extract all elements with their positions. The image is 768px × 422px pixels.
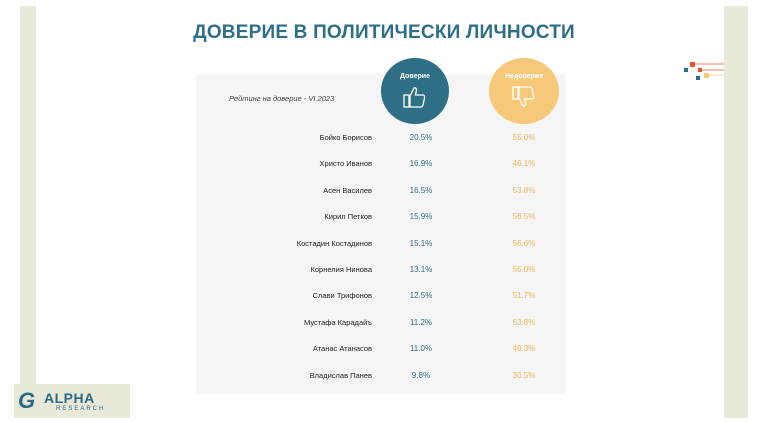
distrust-value: 56.5%: [512, 212, 536, 221]
distrust-value: 46.1%: [512, 159, 536, 168]
row-name: Атанас Атанасов: [312, 344, 372, 353]
alpha-research-logo: G ALPHA RESEARCH: [14, 384, 130, 418]
row-name: Костадин Костадинов: [296, 239, 372, 248]
logo-mark: G: [18, 388, 36, 413]
distrust-value: 53.8%: [512, 186, 536, 195]
row-name: Слави Трифонов: [312, 291, 372, 300]
trust-value: 16.5%: [409, 186, 433, 195]
trust-value: 9.8%: [411, 371, 431, 380]
row-name: Кирил Петков: [324, 212, 372, 221]
distrust-value: 56.6%: [512, 239, 536, 248]
trust-header-label: Доверие: [400, 73, 430, 80]
trust-value: 11.2%: [409, 318, 433, 327]
chart-subtitle: Рейтинг на доверие - VI.2023: [229, 94, 335, 103]
right-decorative-strip: [724, 6, 748, 418]
left-decorative-strip: [20, 6, 36, 418]
trust-value: 16.9%: [409, 159, 433, 168]
row-name: Владислав Панев: [309, 371, 372, 380]
trust-value: 11.0%: [409, 344, 433, 353]
row-name: Корнелия Нинова: [310, 265, 372, 274]
trust-value: 13.1%: [409, 265, 433, 274]
thumbs-up-icon: [403, 87, 426, 108]
distrust-value: 51.7%: [512, 291, 536, 300]
page-title: ДОВЕРИЕ В ПОЛИТИЧЕСКИ ЛИЧНОСТИ: [193, 22, 575, 43]
distrust-value: 49.3%: [512, 344, 536, 353]
distrust-value: 53.8%: [512, 318, 536, 327]
table-panel: [196, 74, 566, 394]
trust-value: 12.5%: [409, 291, 433, 300]
decorative-squares-icon: [684, 62, 724, 80]
logo-subtext: RESEARCH: [56, 406, 106, 412]
distrust-value: 55.0%: [512, 133, 536, 142]
row-name: Христо Иванов: [319, 159, 372, 168]
row-name: Асен Василев: [323, 186, 372, 195]
trust-value: 15.9%: [409, 212, 433, 221]
trust-header-circle: Доверие: [381, 58, 449, 124]
trust-value: 15.1%: [409, 239, 433, 248]
trust-value: 20.5%: [409, 133, 433, 142]
distrust-header-label: Недоверие: [504, 73, 544, 80]
logo-text: ALPHA: [44, 390, 95, 406]
row-name: Мустафа Карадайъ: [303, 318, 372, 327]
distrust-value: 30.5%: [512, 371, 536, 380]
row-name: Бойко Борисов: [319, 133, 372, 142]
distrust-value: 55.0%: [512, 265, 536, 274]
distrust-header-circle: Недоверие: [489, 58, 559, 124]
thumbs-down-icon: [512, 86, 535, 107]
